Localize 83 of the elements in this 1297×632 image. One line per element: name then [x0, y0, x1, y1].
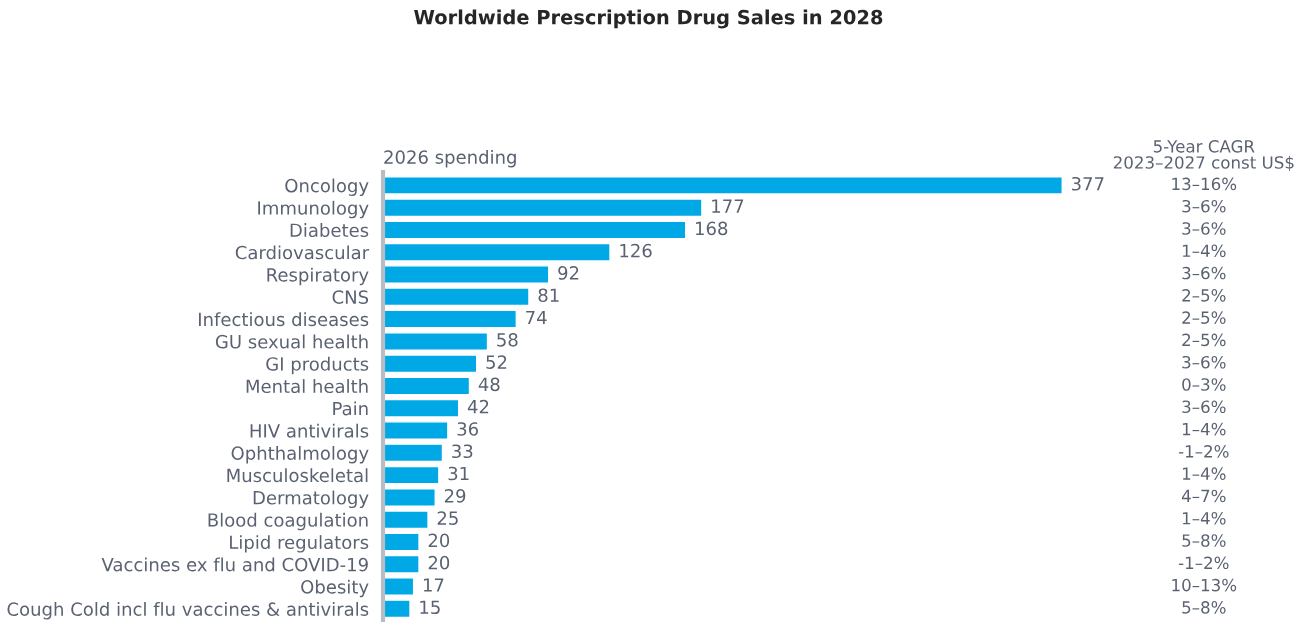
data-label: 58 — [497, 332, 518, 347]
y-tick-label: Blood coagulation — [208, 512, 368, 531]
data-label: 168 — [696, 221, 728, 236]
bar — [383, 443, 444, 463]
y-tick-label: HIV antivirals — [250, 423, 369, 438]
data-label: 92 — [558, 266, 579, 280]
bar — [383, 532, 420, 552]
y-tick-label: Respiratory — [267, 267, 369, 286]
data-label: 177 — [712, 199, 744, 213]
data-label: 25 — [437, 511, 458, 525]
y-tick-label: Lipid regulators — [230, 535, 369, 553]
bar — [383, 398, 460, 418]
data-label: 74 — [526, 310, 547, 325]
bar — [383, 554, 420, 574]
x-axis-title: 2026 spending — [384, 149, 516, 168]
text: 5-Year CAGR 2023–2027 const US$ — [1113, 140, 1294, 171]
text: 1–4% — [1182, 467, 1226, 480]
bar — [383, 599, 411, 619]
bar — [383, 421, 449, 440]
data-label: 36 — [457, 422, 479, 436]
data-label: 42 — [467, 399, 489, 414]
text: 3–6% — [1182, 355, 1226, 369]
y-tick-label: CNS — [332, 290, 369, 304]
data-label: 33 — [452, 444, 473, 459]
bar — [383, 376, 471, 396]
bar — [383, 309, 518, 329]
text: 5–8% — [1182, 534, 1226, 547]
text: 3–6% — [1182, 199, 1226, 213]
bar — [383, 354, 478, 374]
bar — [383, 220, 687, 240]
text: -1–2% — [1178, 556, 1229, 570]
chart-title: Worldwide Prescription Drug Sales in 2028 — [414, 9, 883, 29]
data-label: 17 — [423, 578, 444, 592]
y-tick-label: Cough Cold incl flu vaccines & antivirals — [7, 602, 369, 620]
text: 3–6% — [1182, 266, 1226, 280]
text: 2–5% — [1182, 289, 1226, 302]
y-tick-label: GI products — [266, 356, 369, 375]
bar — [383, 242, 611, 262]
text: 4–7% — [1181, 489, 1226, 503]
bar — [383, 488, 436, 507]
bar — [383, 175, 1063, 195]
text: 1–4% — [1182, 511, 1226, 525]
text: 10–13% — [1172, 578, 1237, 592]
bar — [383, 510, 429, 530]
y-tick-label: Mental health — [246, 379, 368, 394]
y-tick-label: Immunology — [258, 200, 369, 219]
y-tick-label: Vaccines ex flu and COVID-19 — [101, 557, 368, 572]
y-tick-label: GU sexual health — [215, 334, 368, 349]
data-label: 126 — [620, 243, 652, 258]
text: 13–16% — [1172, 177, 1237, 191]
data-label: 31 — [448, 466, 469, 481]
data-label: 377 — [1071, 176, 1104, 191]
text: -1–2% — [1178, 445, 1229, 458]
text: 5–8% — [1182, 601, 1226, 614]
y-tick-label: Pain — [333, 401, 368, 416]
y-tick-label: Diabetes — [290, 223, 369, 238]
bar — [383, 265, 550, 284]
bar — [383, 332, 489, 351]
bar — [383, 287, 530, 307]
data-label: 81 — [538, 288, 559, 303]
text: 1–4% — [1182, 244, 1226, 258]
bar — [383, 198, 703, 218]
data-label: 29 — [444, 488, 466, 503]
text: 2–5% — [1182, 311, 1226, 324]
text: 1–4% — [1182, 422, 1226, 436]
text: 3–6% — [1182, 400, 1226, 414]
y-tick-label: Cardiovascular — [235, 245, 370, 260]
data-label: 48 — [478, 377, 500, 392]
data-label: 20 — [428, 533, 450, 548]
y-tick-label: Ophthalmology — [231, 445, 369, 464]
text: 0–3% — [1182, 378, 1226, 391]
text: 3–6% — [1182, 222, 1226, 235]
y-tick-label: Infectious diseases — [199, 312, 369, 327]
data-label: 52 — [486, 355, 507, 369]
data-label: 15 — [420, 600, 440, 615]
y-tick-label: Musculoskeletal — [227, 468, 368, 483]
bar — [383, 577, 415, 596]
y-tick-label: Obesity — [301, 579, 369, 598]
text: 2–5% — [1182, 333, 1226, 347]
data-label: 20 — [428, 555, 450, 570]
bar — [383, 465, 440, 485]
y-tick-label: Dermatology — [253, 490, 369, 509]
y-tick-label: Oncology — [285, 178, 369, 196]
